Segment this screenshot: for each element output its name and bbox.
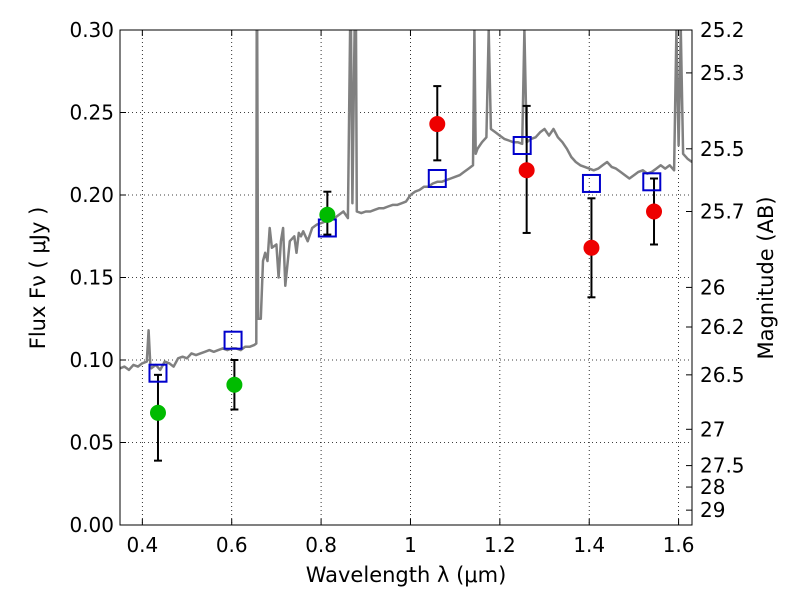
model-square-marker xyxy=(148,363,168,383)
right-tick-label: 28 xyxy=(700,475,725,499)
right-tick-label: 25.3 xyxy=(700,61,745,85)
observed-point xyxy=(518,162,535,179)
right-tick-label: 25.2 xyxy=(700,18,745,42)
plot-frame xyxy=(119,29,693,526)
y-axis-label: Flux Fν ( μJy ) xyxy=(26,207,50,350)
x-axis-ticks: 0.4 0.6 0.8 1 1.2 1.4 1.6 xyxy=(126,30,695,557)
y-tick-label: 0.00 xyxy=(69,513,114,537)
right-tick-label: 27 xyxy=(700,417,725,441)
x-tick-label: 1.6 xyxy=(663,533,695,557)
model-square-marker xyxy=(427,169,447,188)
x-tick-label: 0.6 xyxy=(216,533,248,557)
x-axis-label: Wavelength λ (μm) xyxy=(306,563,507,587)
right-tick-label: 29 xyxy=(700,498,725,522)
observed-point xyxy=(149,404,166,421)
observed-point xyxy=(226,376,243,393)
y-tick-label: 0.25 xyxy=(69,101,114,125)
right-tick-label: 26.2 xyxy=(700,315,745,339)
observed-point xyxy=(646,203,663,220)
right-tick-label: 26 xyxy=(700,275,725,299)
x-tick-label: 0.8 xyxy=(305,533,337,557)
y-tick-label: 0.05 xyxy=(69,431,114,455)
x-tick-label: 0.4 xyxy=(126,533,158,557)
model-square-marker xyxy=(512,136,532,155)
observed-point xyxy=(429,116,446,133)
observed-point xyxy=(319,206,336,223)
spectrum-line xyxy=(120,30,692,372)
y-tick-label: 0.30 xyxy=(69,18,114,42)
x-tick-label: 1.2 xyxy=(484,533,516,557)
x-tick-label: 1.4 xyxy=(573,533,605,557)
observed-series xyxy=(149,116,663,421)
model-square-marker xyxy=(581,173,601,193)
right-axis-label: Magnitude (AB) xyxy=(754,196,778,359)
right-tick-label: 26.5 xyxy=(700,363,745,387)
model-square-marker xyxy=(642,172,662,192)
model-photometry-series xyxy=(148,136,662,383)
y-tick-label: 0.20 xyxy=(69,183,114,207)
spectrum-series xyxy=(120,30,692,372)
x-tick-label: 1 xyxy=(404,533,417,557)
right-tick-label: 25.7 xyxy=(700,200,745,224)
grid xyxy=(120,30,692,525)
right-tick-label: 25.5 xyxy=(700,137,745,161)
error-bars xyxy=(153,85,659,462)
y-axis-ticks: 0.00 0.05 0.10 0.15 0.20 0.25 0.30 xyxy=(69,18,126,537)
observed-point xyxy=(583,239,600,256)
right-tick-label: 27.5 xyxy=(700,454,745,478)
y-tick-label: 0.15 xyxy=(69,266,114,290)
model-square-marker xyxy=(223,330,243,350)
y-tick-label: 0.10 xyxy=(69,348,114,372)
